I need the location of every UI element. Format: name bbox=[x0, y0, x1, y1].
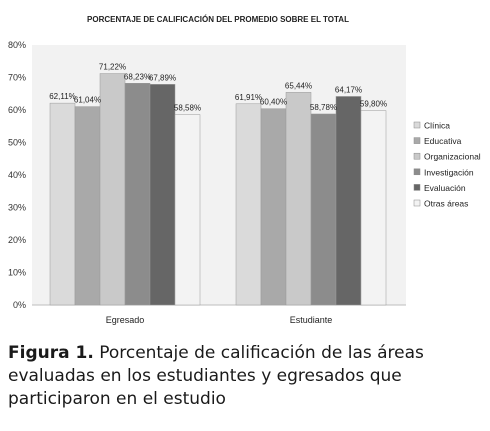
y-tick-label: 0% bbox=[13, 300, 26, 310]
bar-value-label: 59,80% bbox=[360, 100, 387, 109]
figure-caption: Figura 1. Porcentaje de calificación de … bbox=[8, 342, 482, 411]
legend-label: Clínica bbox=[424, 121, 450, 131]
bar-value-label: 67,89% bbox=[149, 73, 176, 82]
y-tick-label: 40% bbox=[8, 170, 26, 180]
bar-value-label: 61,91% bbox=[235, 93, 262, 102]
bar-chart: PORCENTAJE DE CALIFICACIÓN DEL PROMEDIO … bbox=[8, 15, 481, 325]
y-tick-label: 10% bbox=[8, 268, 26, 278]
bar-value-label: 58,58% bbox=[174, 104, 201, 113]
caption-label: Figura 1. bbox=[8, 343, 94, 363]
bar bbox=[335, 96, 362, 306]
bar-value-label: 62,11% bbox=[49, 92, 76, 101]
y-tick-label: 20% bbox=[8, 235, 26, 245]
category-label: Estudiante bbox=[290, 315, 333, 325]
chart-figure: PORCENTAJE DE CALIFICACIÓN DEL PROMEDIO … bbox=[8, 15, 481, 325]
legend-swatch bbox=[413, 184, 421, 191]
bar bbox=[124, 83, 151, 306]
category-label: Egresado bbox=[106, 315, 145, 325]
bar bbox=[310, 113, 337, 306]
legend-swatch bbox=[413, 168, 421, 176]
bar bbox=[260, 108, 287, 306]
legend-label: Organizacional bbox=[424, 152, 481, 162]
legend-swatch bbox=[413, 121, 421, 129]
y-tick-label: 60% bbox=[8, 105, 26, 115]
bar bbox=[149, 84, 176, 306]
bar bbox=[74, 106, 101, 306]
bar bbox=[49, 102, 76, 306]
caption-text: Porcentaje de calificación de las áreas … bbox=[8, 343, 424, 409]
bar bbox=[174, 114, 201, 306]
bar bbox=[99, 73, 126, 306]
bar-value-label: 61,04% bbox=[74, 96, 101, 105]
bar bbox=[235, 103, 262, 306]
bar bbox=[285, 92, 312, 306]
legend-label: Otras áreas bbox=[424, 199, 468, 209]
bar bbox=[360, 110, 387, 306]
legend-swatch bbox=[413, 152, 421, 160]
y-tick-label: 80% bbox=[8, 40, 26, 50]
legend-label: Educativa bbox=[424, 136, 462, 146]
x-axis: Egresado Estudiante bbox=[106, 315, 333, 325]
bar-value-label: 68,23% bbox=[124, 72, 151, 81]
y-tick-label: 30% bbox=[8, 203, 26, 213]
bar-value-label: 64,17% bbox=[335, 85, 362, 94]
y-tick-label: 50% bbox=[8, 138, 26, 148]
bar-value-label: 58,78% bbox=[310, 103, 337, 112]
legend-label: Evaluación bbox=[424, 183, 466, 193]
legend: Clínica Educativa Organizacional Investigac… bbox=[413, 121, 481, 209]
legend-swatch bbox=[413, 199, 421, 207]
bar-group bbox=[49, 73, 387, 306]
legend-label: Investigación bbox=[424, 167, 474, 177]
bar-value-label: 71,22% bbox=[99, 63, 126, 72]
bar-value-label: 65,44% bbox=[285, 81, 312, 90]
y-tick-label: 70% bbox=[8, 73, 26, 83]
chart-title: PORCENTAJE DE CALIFICACIÓN DEL PROMEDIO … bbox=[87, 15, 349, 24]
data-labels: 62,11%61,04% 71,22%68,23%67,89% 58,58% 61,9… bbox=[49, 63, 387, 113]
bar-value-label: 60,40% bbox=[260, 98, 287, 107]
legend-swatch bbox=[413, 137, 421, 144]
